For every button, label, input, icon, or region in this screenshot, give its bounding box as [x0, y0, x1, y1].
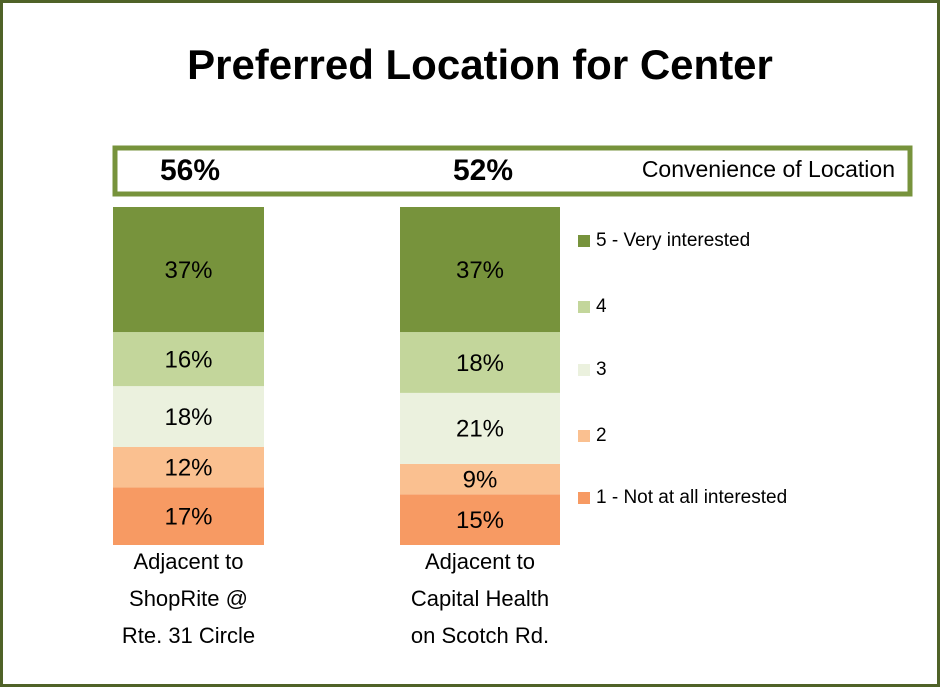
x-tick-label: Capital Health [411, 586, 549, 611]
bar-segment [113, 386, 264, 447]
bar-segment [113, 207, 264, 333]
data-label: 9% [463, 466, 498, 493]
legend-label: 4 [596, 296, 607, 317]
x-tick-label: Rte. 31 Circle [122, 623, 255, 648]
bar-segment [113, 487, 264, 545]
data-label: 16% [164, 346, 212, 373]
legend-swatch [578, 364, 590, 376]
bar-segment [113, 446, 264, 488]
bar-segment [400, 494, 560, 545]
bar-segment [400, 463, 560, 495]
x-tick-label: Adjacent to [425, 549, 535, 574]
annotation-value: 56% [160, 154, 220, 187]
x-tick-label: on Scotch Rd. [411, 623, 549, 648]
data-label: 37% [456, 257, 504, 284]
data-label: 17% [164, 504, 212, 531]
bar-segment [400, 392, 560, 464]
data-label: 37% [164, 257, 212, 284]
data-label: 15% [456, 507, 504, 534]
x-tick-label: Adjacent to [133, 549, 243, 574]
bar-segment [400, 332, 560, 393]
x-tick-label: ShopRite @ [129, 586, 248, 611]
legend-swatch [578, 235, 590, 247]
legend-swatch [578, 430, 590, 442]
bar-segment [113, 332, 264, 387]
legend-label: 3 [596, 359, 607, 380]
annotation-value: 52% [453, 154, 513, 187]
legend-swatch [578, 492, 590, 504]
data-label: 21% [456, 416, 504, 443]
data-label: 18% [164, 404, 212, 431]
legend-label: 2 [596, 425, 607, 446]
bar-segment [400, 207, 560, 333]
annotation-label: Convenience of Location [642, 156, 895, 182]
legend-label: 5 - Very interested [596, 230, 750, 251]
annotation-box [112, 145, 913, 197]
chart-title: Preferred Location for Center [187, 41, 773, 88]
legend-swatch [578, 301, 590, 313]
data-label: 18% [456, 350, 504, 377]
data-label: 12% [164, 455, 212, 482]
legend-label: 1 - Not at all interested [596, 487, 787, 508]
